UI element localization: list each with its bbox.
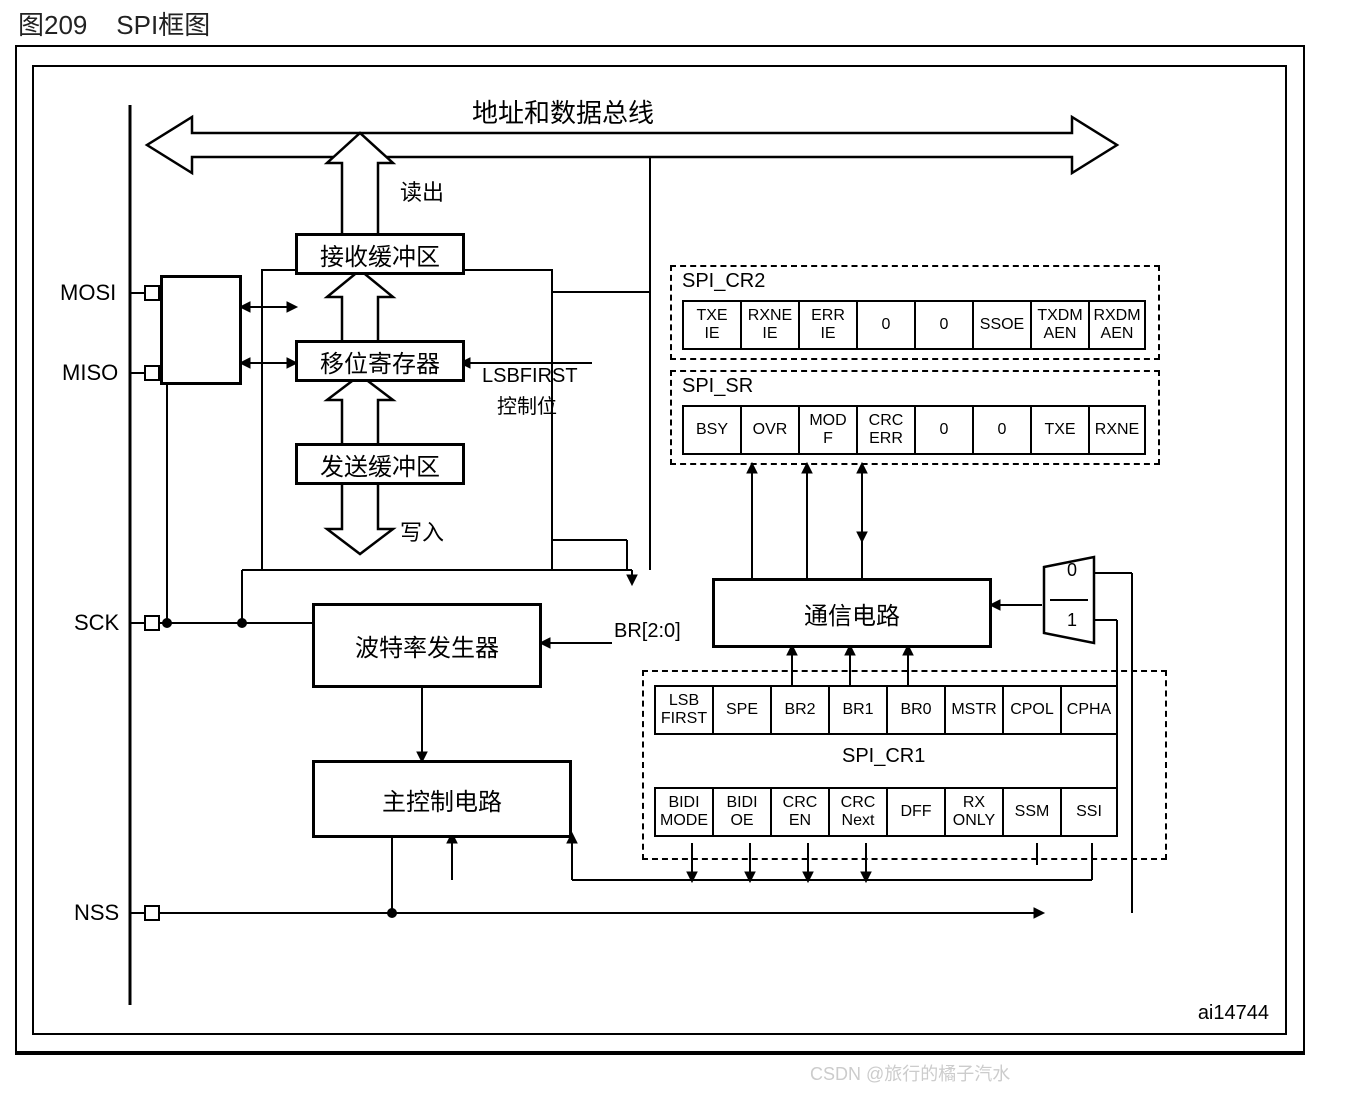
reg-cell: DFF [886,787,944,837]
pin-sck-box [144,615,160,631]
reg-cell: TXE [1030,405,1088,455]
reg-cell: 0 [972,405,1030,455]
reg-cell: CPHA [1060,685,1118,735]
reg-cell: BSY [682,405,740,455]
reg-cell: TXE IE [682,300,740,350]
reg-cell: BIDI OE [712,787,770,837]
reg-cell: CPOL [1002,685,1060,735]
shift-to-rx-arrow [327,270,393,347]
mux-0-label: 0 [1067,560,1077,581]
title-prefix: 图209 [18,10,87,40]
reg-cell: RXDM AEN [1088,300,1146,350]
tx-to-shift-arrow [327,375,393,450]
write-label: 写入 [400,515,444,547]
comm-circuit-block: 通信电路 [712,578,992,648]
pin-miso-box [144,365,160,381]
spi-cr1-top-row: LSB FIRSTSPEBR2BR1BR0MSTRCPOLCPHA [654,685,1118,735]
reg-cell: SPE [712,685,770,735]
pin-mosi-label: MOSI [60,280,116,306]
doc-ref: ai14744 [1198,1002,1269,1025]
spi-cr1-bot-row: BIDI MODEBIDI OECRC ENCRC NextDFFRX ONLY… [654,787,1118,837]
reg-cell: ERR IE [798,300,856,350]
diagram-canvas: 地址和数据总线 读出 写入 MOSI MISO SCK NSS 接收缓冲区 移位… [32,65,1287,1035]
main-ctrl-block: 主控制电路 [312,760,572,838]
reg-cell: BR2 [770,685,828,735]
baud-gen-block: 波特率发生器 [312,603,542,688]
reg-cell: SSI [1060,787,1118,837]
title-main: SPI框图 [116,10,210,40]
reg-cell: CRC ERR [856,405,914,455]
rx-buffer-block: 接收缓冲区 [295,233,465,275]
reg-cell: RXNE [1088,405,1146,455]
reg-cell: RX ONLY [944,787,1002,837]
reg-cell: CRC Next [828,787,886,837]
reg-cell: BR0 [886,685,944,735]
br-label: BR[2:0] [614,620,681,643]
write-to-tx-arrow2 [327,479,393,554]
pin-miso-label: MISO [62,360,118,386]
spi-cr2-label: SPI_CR2 [682,270,765,293]
spi-cr2-row: TXE IERXNE IEERR IE00SSOETXDM AENRXDM AE… [682,300,1146,350]
reg-cell: TXDM AEN [1030,300,1088,350]
spi-sr-row: BSYOVRMOD FCRC ERR00TXERXNE [682,405,1146,455]
reg-cell: LSB FIRST [654,685,712,735]
connections-layer [32,65,1287,1035]
reg-cell: SSOE [972,300,1030,350]
rx-to-bus-arrow [327,133,393,240]
reg-cell: BR1 [828,685,886,735]
shift-register-block: 移位寄存器 [295,340,465,382]
reg-cell: 0 [914,405,972,455]
pin-nss-box [144,905,160,921]
figure-title: 图209 SPI框图 [18,5,210,42]
watermark: CSDN @旅行的橘子汽水 [810,1060,1010,1086]
reg-cell: MSTR [944,685,1002,735]
reg-cell: BIDI MODE [654,787,712,837]
pin-nss-label: NSS [74,900,119,926]
pin-sck-label: SCK [74,610,119,636]
io-mux-box [160,275,242,385]
reg-cell: 0 [856,300,914,350]
bus-label: 地址和数据总线 [472,93,654,130]
spi-sr-label: SPI_SR [682,375,753,398]
reg-cell: MOD F [798,405,856,455]
reg-cell: RXNE IE [740,300,798,350]
reg-cell: SSM [1002,787,1060,837]
pin-mosi-box [144,285,160,301]
spi-cr1-label: SPI_CR1 [842,745,925,768]
lsbfirst-label-2: 控制位 [497,390,557,419]
read-label: 读出 [400,175,444,207]
reg-cell: CRC EN [770,787,828,837]
lsbfirst-label-1: LSBFIRST [482,365,578,388]
mux-1-label: 1 [1067,610,1077,631]
reg-cell: OVR [740,405,798,455]
tx-buffer-block: 发送缓冲区 [295,443,465,485]
reg-cell: 0 [914,300,972,350]
